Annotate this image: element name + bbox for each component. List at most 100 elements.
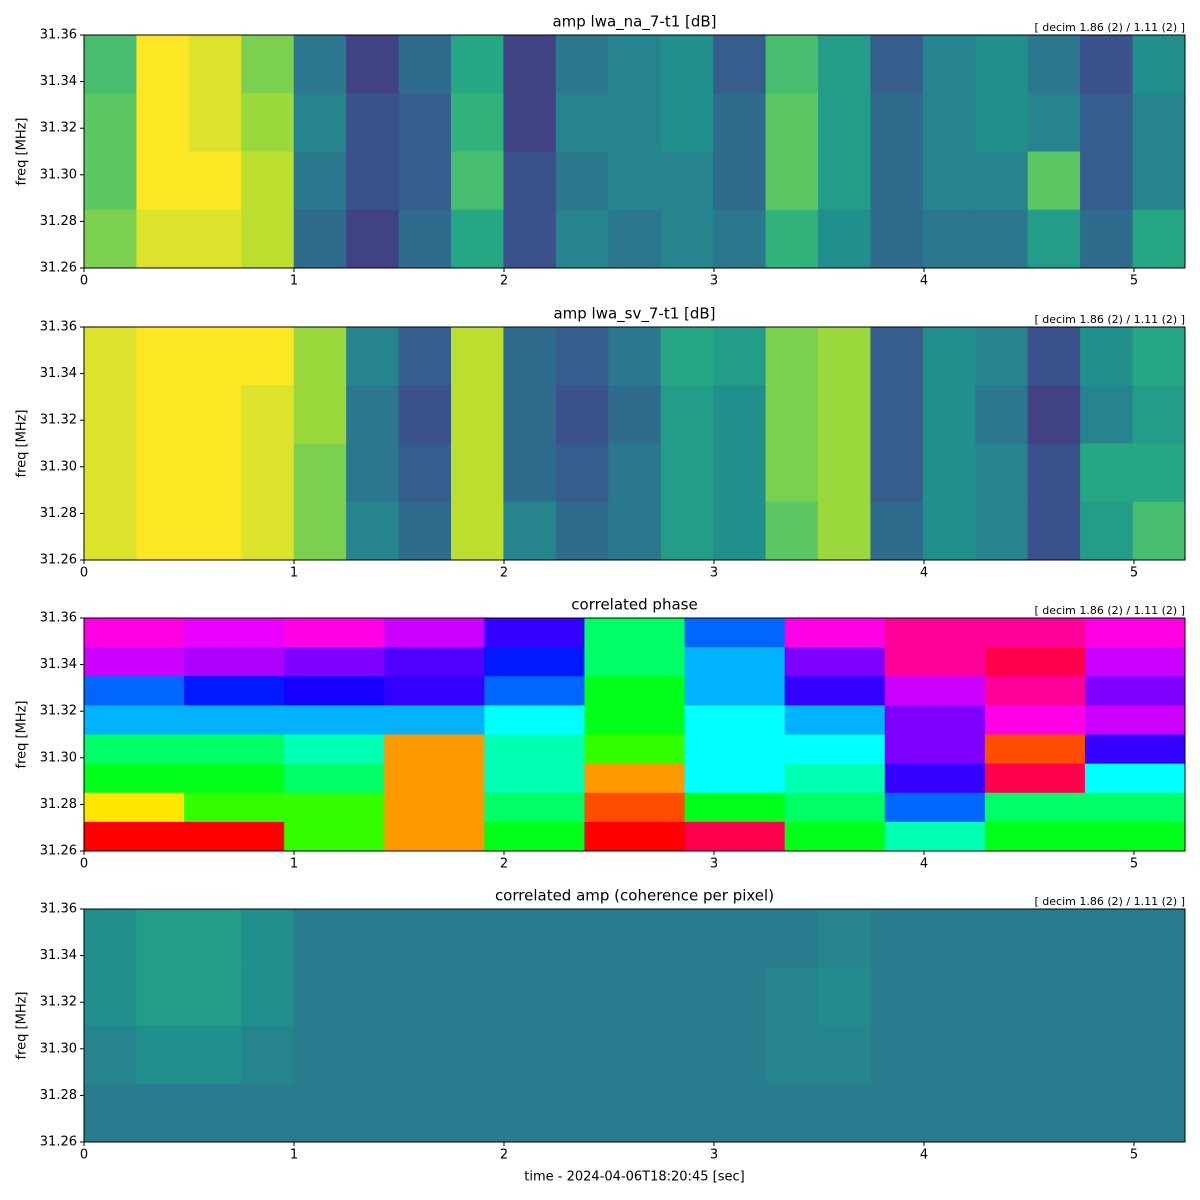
heatmap-cell <box>284 618 385 648</box>
heatmap-cell <box>713 93 767 152</box>
heatmap-cell <box>293 443 347 503</box>
y-tick-label: 31.30 <box>40 1041 77 1056</box>
heatmap-cell <box>818 93 871 152</box>
heatmap-cell <box>1132 209 1186 269</box>
heatmap-cell <box>451 967 504 1026</box>
annotation: [ decim 1.86 (2) / 1.11 (2) ] <box>1035 895 1185 908</box>
heatmap-cell <box>136 209 190 269</box>
heatmap-cell <box>555 35 609 94</box>
heatmap-cell <box>293 1083 347 1143</box>
heatmap-cell <box>451 327 504 386</box>
heatmap-cell <box>484 647 585 677</box>
heatmap-cell <box>293 501 347 561</box>
heatmap-cell <box>818 1025 871 1085</box>
heatmap-cell <box>984 821 1086 852</box>
x-tick-label: 1 <box>290 1148 298 1163</box>
heatmap-cell <box>293 209 347 269</box>
heatmap-cell <box>660 151 714 211</box>
heatmap-cell <box>346 1083 400 1143</box>
chart-title: amp lwa_na_7-t1 [dB] <box>552 13 716 32</box>
y-tick-label: 31.30 <box>40 459 77 474</box>
x-tick-label: 0 <box>80 1148 88 1163</box>
heatmap-cell <box>484 676 585 706</box>
heatmap-cell <box>870 151 924 211</box>
heatmap-cell <box>584 734 686 765</box>
heatmap-cell <box>241 385 295 444</box>
heatmap-cell <box>784 763 886 794</box>
chart-title: correlated amp (coherence per pixel) <box>495 887 774 905</box>
heatmap-cell <box>384 734 485 765</box>
x-tick-label: 1 <box>290 274 298 289</box>
heatmap-cell <box>984 618 1086 648</box>
x-tick-label: 2 <box>500 274 508 289</box>
heatmap-cell <box>384 821 485 852</box>
heatmap-cell <box>1080 967 1134 1026</box>
heatmap-cell <box>608 385 662 444</box>
heatmap-cell <box>184 734 285 765</box>
heatmap-cell <box>284 821 385 852</box>
heatmap-cell <box>293 385 347 444</box>
heatmap-cell <box>398 501 452 561</box>
x-tick-label: 2 <box>500 857 508 872</box>
x-tick-label: 4 <box>920 274 928 289</box>
heatmap-cell <box>555 1083 609 1143</box>
chart-title: amp lwa_sv_7-t1 [dB] <box>553 305 715 324</box>
heatmap-cell <box>975 35 1029 94</box>
y-tick-label: 31.32 <box>40 704 77 719</box>
heatmap-cell <box>136 443 190 503</box>
heatmap-cell <box>975 93 1029 152</box>
y-tick-label: 31.36 <box>40 320 77 335</box>
heatmap-cell <box>975 151 1029 211</box>
heatmap-cell <box>384 792 485 823</box>
x-tick-label: 4 <box>920 566 928 581</box>
heatmap-cell <box>184 792 285 823</box>
x-tick-label: 3 <box>710 566 718 581</box>
y-tick-label: 31.28 <box>40 1088 77 1103</box>
heatmap-cell <box>1132 93 1186 152</box>
heatmap-cell <box>1084 734 1186 765</box>
heatmap-cell <box>503 967 557 1026</box>
heatmap-cell <box>451 93 504 152</box>
heatmap-cell <box>1084 647 1186 677</box>
heatmap-cell <box>293 967 347 1026</box>
heatmap-cell <box>608 93 662 152</box>
heatmap-cell <box>922 1025 976 1085</box>
heatmap-cell <box>188 151 242 211</box>
heatmap-cell <box>346 501 400 561</box>
heatmap-cell <box>765 385 819 444</box>
heatmap-cell <box>870 909 924 968</box>
x-tick-label: 1 <box>290 857 298 872</box>
heatmap-cell <box>84 501 137 561</box>
heatmap-cell <box>384 676 485 706</box>
heatmap-cell <box>84 151 137 211</box>
heatmap-cell <box>713 1083 767 1143</box>
x-tick-label: 3 <box>710 857 718 872</box>
heatmap-cell <box>922 1083 976 1143</box>
heatmap-cell <box>584 647 686 677</box>
heatmap-cell <box>503 443 557 503</box>
heatmap-cell <box>608 151 662 211</box>
heatmap-cell <box>346 327 400 386</box>
heatmap-cell <box>1080 209 1134 269</box>
heatmap-cell <box>555 209 609 269</box>
heatmap-cell <box>608 501 662 561</box>
heatmap-cell <box>184 705 285 735</box>
y-tick-label: 31.26 <box>40 553 77 568</box>
y-tick-label: 31.32 <box>40 413 77 428</box>
heatmap-cell <box>608 909 662 968</box>
heatmap-cell <box>84 821 185 852</box>
heatmap-cell <box>870 443 924 503</box>
heatmap-cell <box>1132 385 1186 444</box>
y-tick-label: 31.34 <box>40 74 77 89</box>
heatmap-cell <box>713 443 767 503</box>
heatmap-cell <box>346 209 400 269</box>
heatmap-cell <box>984 676 1086 706</box>
heatmap-cell <box>608 327 662 386</box>
heatmap-cell <box>660 209 714 269</box>
heatmap-cell <box>660 1083 714 1143</box>
heatmap-cell <box>484 734 585 765</box>
heatmap-cell <box>184 676 285 706</box>
x-tick-label: 1 <box>290 566 298 581</box>
heatmap-cell <box>984 792 1086 823</box>
heatmap-cell <box>1080 327 1134 386</box>
